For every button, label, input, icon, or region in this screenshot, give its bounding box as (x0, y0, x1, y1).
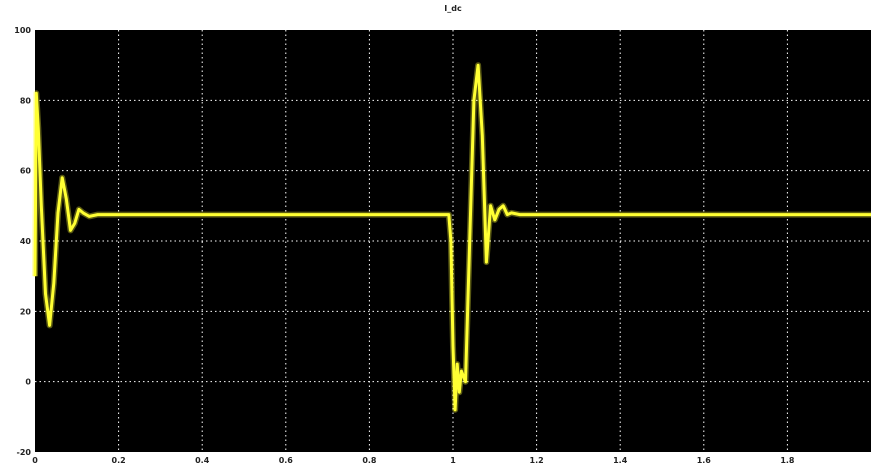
x-tick-label-0: 0 (32, 456, 38, 465)
x-tick-label-9: 1.8 (780, 456, 795, 465)
y-tick-label-6: -20 (17, 448, 32, 457)
y-tick-label-0: 100 (14, 26, 31, 35)
x-tick-label-1: 0.2 (112, 456, 126, 465)
series-group (32, 62, 871, 413)
x-tick-label-7: 1.4 (613, 456, 628, 465)
y-tick-label-4: 20 (20, 307, 32, 316)
x-tick-label-2: 0.4 (195, 456, 210, 465)
y-tick-label-5: 0 (25, 378, 31, 387)
x-tick-label-6: 1.2 (530, 456, 544, 465)
x-tick-label-5: 1 (450, 456, 456, 465)
y-tick-label-3: 40 (20, 237, 32, 246)
x-axis-ticks: 0 0.2 0.4 0.6 0.8 1 1.2 1.4 1.6 1.8 (32, 456, 795, 465)
y-tick-label-1: 80 (20, 96, 32, 105)
x-tick-label-4: 0.8 (362, 456, 377, 465)
y-axis-ticks: 100 80 60 40 20 0 -20 (14, 26, 31, 457)
chart-title: I_dc (444, 4, 462, 13)
series-line-0 (33, 63, 871, 412)
x-tick-label-3: 0.6 (279, 456, 294, 465)
y-tick-label-2: 60 (20, 167, 32, 176)
x-tick-label-8: 1.6 (697, 456, 712, 465)
